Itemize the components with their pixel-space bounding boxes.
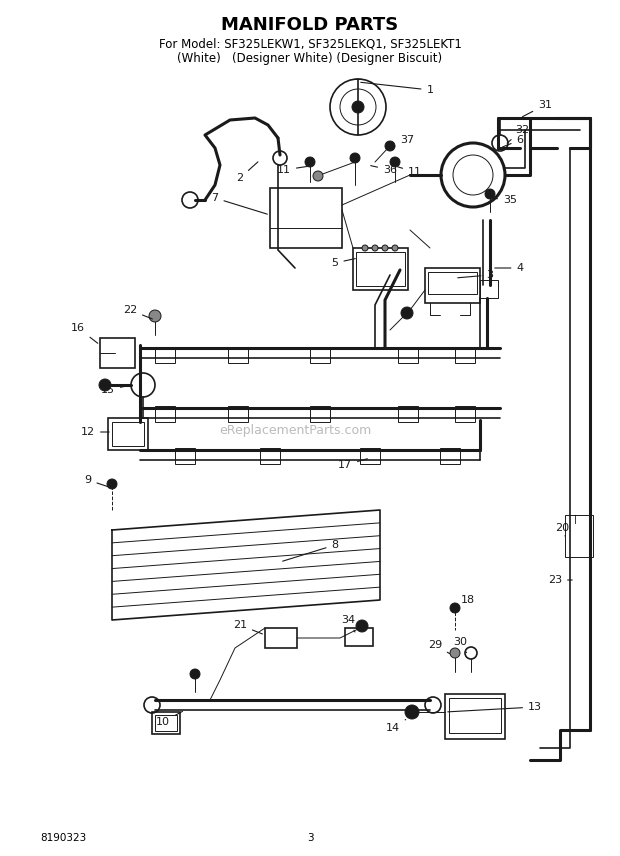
Bar	[480, 280, 498, 298]
Bar	[425, 268, 480, 303]
Circle shape	[401, 307, 413, 319]
Text: 8190323: 8190323	[40, 833, 86, 843]
Bar	[155, 406, 175, 422]
Bar	[108, 418, 148, 450]
Bar	[270, 188, 342, 248]
Circle shape	[356, 620, 368, 632]
Circle shape	[392, 245, 398, 251]
Bar	[100, 338, 135, 368]
Text: 10: 10	[156, 711, 182, 727]
Bar	[428, 272, 477, 294]
Circle shape	[385, 141, 395, 151]
Text: 20: 20	[555, 523, 569, 536]
Text: (White)   (Designer White) (Designer Biscuit): (White) (Designer White) (Designer Biscu…	[177, 51, 443, 64]
Text: 7: 7	[211, 193, 267, 214]
Text: 23: 23	[548, 575, 572, 585]
Circle shape	[382, 245, 388, 251]
Text: 30: 30	[453, 637, 467, 652]
Circle shape	[362, 245, 368, 251]
Bar	[345, 628, 373, 646]
Text: 4: 4	[495, 263, 523, 273]
Text: 34: 34	[341, 615, 355, 632]
Text: 21: 21	[233, 620, 262, 634]
Circle shape	[450, 603, 460, 613]
Circle shape	[372, 245, 378, 251]
Bar	[449, 698, 501, 733]
Circle shape	[350, 153, 360, 163]
Bar	[112, 422, 144, 446]
Text: 14: 14	[386, 720, 405, 733]
Text: For Model: SF325LEKW1, SF325LEKQ1, SF325LEKT1: For Model: SF325LEKW1, SF325LEKQ1, SF325…	[159, 38, 461, 51]
Circle shape	[107, 479, 117, 489]
Circle shape	[190, 669, 200, 679]
Text: 37: 37	[391, 135, 414, 149]
Bar	[175, 448, 195, 464]
Text: 2: 2	[236, 162, 258, 183]
Circle shape	[390, 157, 400, 167]
Bar	[155, 715, 177, 731]
Bar	[260, 448, 280, 464]
Bar	[398, 406, 418, 422]
Bar	[398, 348, 418, 363]
Circle shape	[450, 648, 460, 658]
Text: |: |	[574, 515, 577, 525]
Circle shape	[352, 101, 364, 113]
Circle shape	[485, 189, 495, 199]
Bar	[565, 515, 593, 557]
Circle shape	[405, 705, 419, 719]
Text: 16: 16	[71, 323, 98, 343]
Text: MANIFOLD PARTS: MANIFOLD PARTS	[221, 16, 399, 34]
Text: 31: 31	[523, 100, 552, 116]
Text: 1: 1	[361, 82, 433, 95]
Text: 9: 9	[84, 475, 109, 487]
Bar	[152, 712, 180, 734]
Text: 11: 11	[397, 167, 422, 177]
Bar	[265, 628, 297, 648]
Bar	[455, 348, 475, 363]
Text: 3: 3	[307, 833, 313, 843]
Text: 15: 15	[101, 385, 128, 395]
Bar	[356, 252, 405, 286]
Bar	[155, 348, 175, 363]
Circle shape	[149, 310, 161, 322]
Text: 17: 17	[338, 459, 367, 470]
Bar	[310, 406, 330, 422]
Text: 11: 11	[277, 165, 308, 175]
Bar	[445, 694, 505, 739]
Text: 12: 12	[81, 427, 109, 437]
Bar	[228, 348, 248, 363]
Circle shape	[465, 647, 477, 659]
Text: 29: 29	[428, 640, 450, 654]
Text: 3: 3	[458, 270, 494, 280]
Text: 22: 22	[123, 305, 153, 319]
Text: 6: 6	[503, 135, 523, 147]
Text: eReplacementParts.com: eReplacementParts.com	[219, 424, 371, 437]
Text: 36: 36	[371, 165, 397, 175]
Text: 18: 18	[457, 595, 475, 610]
Circle shape	[305, 157, 315, 167]
Text: 35: 35	[493, 195, 517, 205]
Text: 13: 13	[448, 702, 542, 712]
Bar	[353, 248, 408, 290]
Circle shape	[313, 171, 323, 181]
Text: 5: 5	[332, 258, 355, 268]
Bar	[360, 448, 380, 464]
Text: 8: 8	[283, 540, 339, 562]
Circle shape	[99, 379, 111, 391]
Bar	[310, 348, 330, 363]
Bar	[228, 406, 248, 422]
Bar	[440, 448, 460, 464]
Text: 32: 32	[507, 125, 529, 143]
Bar	[455, 406, 475, 422]
